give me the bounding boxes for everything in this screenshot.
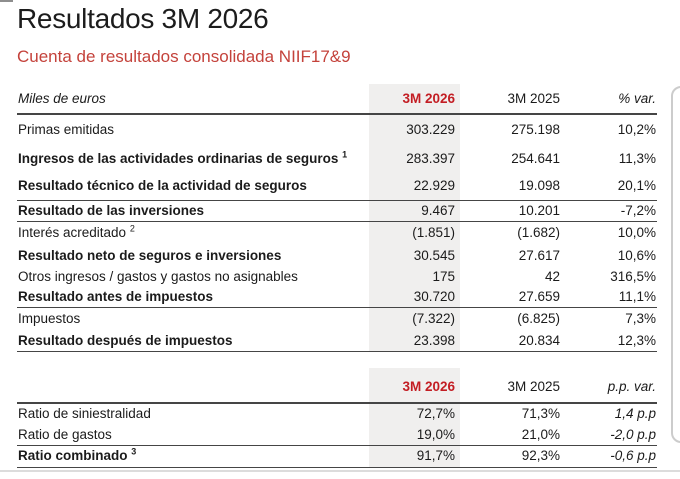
next-slide-edge — [671, 86, 680, 443]
value-3m2025: 27.659 — [518, 289, 560, 304]
value-3m2026: 22.929 — [369, 173, 460, 201]
value-3m2026: 303.229 — [369, 114, 460, 145]
footnote-marker: 1 — [342, 149, 348, 160]
value-var: 1,4 p.p — [614, 406, 656, 421]
table-row: Ratio de gastos 19,0% 21,0% -2,0 p.p — [17, 425, 657, 446]
value-3m2025: (6.825) — [517, 311, 560, 326]
footnote-marker: 2 — [129, 223, 135, 234]
unit-label: Miles de euros — [18, 91, 106, 106]
table-row: Interés acreditado 2 (1.851) (1.682) 10,… — [17, 221, 657, 246]
value-var: 11,3% — [618, 151, 656, 166]
row-label: Ratio combinado 3 — [17, 446, 369, 468]
row-label: Resultado técnico de la actividad de seg… — [18, 178, 307, 193]
value-3m2025: 21,0% — [521, 427, 560, 442]
value-var: -7,2% — [620, 203, 656, 218]
value-var: 7,3% — [625, 311, 656, 326]
row-label: Resultado de las inversiones — [18, 203, 205, 218]
col-header-pct-var: % var. — [618, 91, 656, 106]
value-3m2026: 23.398 — [369, 331, 460, 352]
value-3m2026: (7.322) — [369, 307, 460, 331]
row-label: Interés acreditado 2 — [17, 222, 369, 246]
value-var: 10,6% — [617, 248, 656, 263]
value-3m2025: 275.198 — [511, 122, 560, 137]
value-var: -2,0 p.p — [610, 427, 656, 442]
value-3m2026: 72,7% — [369, 403, 460, 425]
table-row: Ratio de siniestralidad 72,7% 71,3% 1,4 … — [17, 403, 657, 425]
table-row: Impuestos (7.322) (6.825) 7,3% — [17, 307, 657, 331]
value-3m2026: (1.851) — [369, 221, 460, 245]
value-3m2025: 92,3% — [521, 448, 560, 463]
row-label-text: Ratio combinado — [18, 448, 128, 463]
table-row: Ingresos de las actividades ordinarias d… — [17, 145, 657, 173]
ratios-table-header-row: 3M 2026 3M 2025 p.p. var. — [17, 368, 657, 403]
row-label: Ratio de gastos — [18, 427, 112, 442]
value-var: -0,6 p.p — [610, 448, 656, 463]
table-row: Primas emitidas 303.229 275.198 10,2% — [17, 114, 657, 145]
table-row: Ratio combinado 3 91,7% 92,3% -0,6 p.p — [17, 445, 657, 468]
page-title: Resultados 3M 2026 — [17, 3, 269, 34]
value-3m2026: 91,7% — [369, 445, 460, 468]
row-label: Resultado después de impuestos — [18, 333, 233, 348]
top-edge-artifact — [0, 0, 13, 2]
empty-header-cell — [17, 368, 369, 403]
page-bottom-divider — [0, 470, 680, 472]
ratios-table: 3M 2026 3M 2025 p.p. var. Ratio de sinie… — [17, 368, 657, 468]
value-var: 12,3% — [617, 333, 656, 348]
value-3m2026: 283.397 — [369, 145, 460, 173]
value-3m2025: 19.098 — [518, 178, 560, 193]
value-3m2025: 10.201 — [518, 203, 560, 218]
col-header-3m2025: 3M 2025 — [507, 379, 560, 394]
table-row: Resultado técnico de la actividad de seg… — [17, 173, 657, 201]
row-label: Ingresos de las actividades ordinarias d… — [17, 145, 369, 173]
row-label: Ratio de siniestralidad — [18, 406, 151, 421]
value-3m2025: 20.834 — [518, 333, 560, 348]
row-label: Resultado antes de impuestos — [18, 289, 214, 304]
value-3m2025: 71,3% — [521, 406, 560, 421]
row-label: Otros ingresos / gastos y gastos no asig… — [18, 269, 298, 284]
income-table-header-row: Miles de euros 3M 2026 3M 2025 % var. — [17, 84, 657, 114]
row-label-text: Interés acreditado — [18, 225, 127, 240]
value-3m2026: 9.467 — [369, 200, 460, 222]
income-statement-table: Miles de euros 3M 2026 3M 2025 % var. Pr… — [17, 84, 657, 352]
value-3m2026: 30.720 — [369, 287, 460, 308]
value-3m2025: 254.641 — [511, 151, 560, 166]
row-label: Impuestos — [18, 311, 81, 326]
col-header-3m2025: 3M 2025 — [507, 91, 560, 106]
col-header-pp-var: p.p. var. — [607, 379, 656, 394]
page-subtitle: Cuenta de resultados consolidada NIIF17&… — [17, 47, 351, 66]
value-var: 20,1% — [617, 178, 656, 193]
value-var: 11,1% — [618, 289, 656, 304]
row-label-text: Ingresos de las actividades ordinarias d… — [18, 151, 339, 166]
value-3m2025: 27.617 — [518, 248, 560, 263]
table-row: Resultado neto de seguros e inversiones … — [17, 245, 657, 267]
value-3m2026: 19,0% — [369, 425, 460, 446]
value-var: 316,5% — [610, 269, 656, 284]
value-var: 10,2% — [617, 122, 656, 137]
value-3m2026: 175 — [369, 267, 460, 287]
table-row: Otros ingresos / gastos y gastos no asig… — [17, 267, 657, 287]
col-header-3m2026: 3M 2026 — [369, 368, 460, 403]
value-3m2025: (1.682) — [517, 225, 560, 240]
table-row: Resultado después de impuestos 23.398 20… — [17, 331, 657, 352]
row-label: Resultado neto de seguros e inversiones — [18, 248, 282, 263]
table-row: Resultado de las inversiones 9.467 10.20… — [17, 200, 657, 222]
col-header-3m2026: 3M 2026 — [369, 84, 460, 114]
footnote-marker: 3 — [131, 446, 137, 457]
value-3m2026: 30.545 — [369, 245, 460, 267]
value-3m2025: 42 — [544, 269, 560, 284]
value-var: 10,0% — [617, 225, 656, 240]
table-row: Resultado antes de impuestos 30.720 27.6… — [17, 287, 657, 308]
row-label: Primas emitidas — [18, 122, 115, 137]
